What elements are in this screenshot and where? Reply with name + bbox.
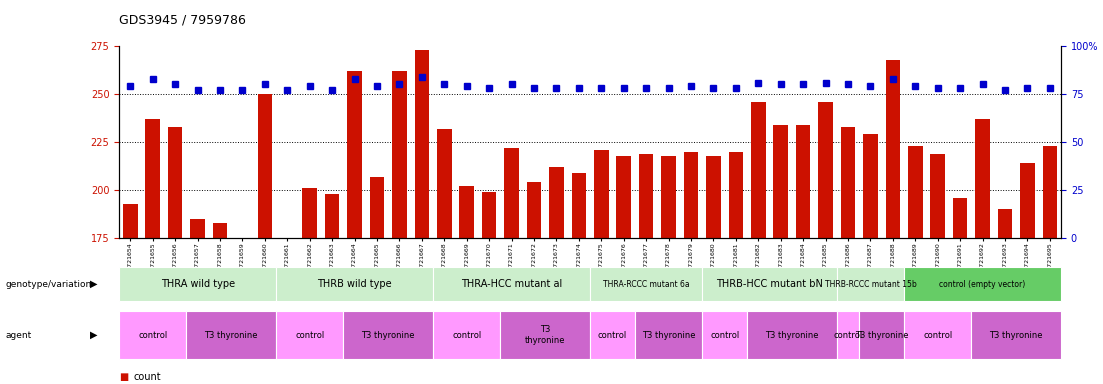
Bar xyxy=(818,102,833,384)
Text: ▶: ▶ xyxy=(90,279,98,289)
Text: THRA wild type: THRA wild type xyxy=(161,279,235,289)
Bar xyxy=(998,209,1013,384)
Bar xyxy=(146,119,160,384)
Text: THRB-RCCC mutant 15b: THRB-RCCC mutant 15b xyxy=(825,280,917,289)
Bar xyxy=(953,198,967,384)
Bar xyxy=(931,154,945,384)
Bar xyxy=(1020,163,1035,384)
Bar xyxy=(393,71,407,384)
Text: THRA-HCC mutant al: THRA-HCC mutant al xyxy=(461,279,563,289)
Bar xyxy=(527,182,542,384)
Bar xyxy=(235,238,249,384)
Bar xyxy=(975,119,989,384)
Text: control (empty vector): control (empty vector) xyxy=(940,280,1026,289)
Bar xyxy=(213,223,227,384)
Text: genotype/variation: genotype/variation xyxy=(6,280,92,289)
Text: agent: agent xyxy=(6,331,32,339)
Text: control: control xyxy=(834,331,863,339)
Text: control: control xyxy=(598,331,628,339)
Bar xyxy=(168,127,182,384)
Bar xyxy=(773,125,788,384)
Bar xyxy=(124,204,138,384)
Bar xyxy=(504,148,518,384)
Bar xyxy=(706,156,720,384)
Text: control: control xyxy=(138,331,168,339)
Bar xyxy=(415,50,429,384)
Bar xyxy=(482,192,496,384)
Text: T3 thyronine: T3 thyronine xyxy=(855,331,909,339)
Text: count: count xyxy=(133,372,161,382)
Bar xyxy=(437,129,451,384)
Text: control: control xyxy=(296,331,324,339)
Bar xyxy=(302,188,317,384)
Bar xyxy=(549,167,564,384)
Text: T3
thyronine: T3 thyronine xyxy=(525,325,566,345)
Text: ■: ■ xyxy=(119,372,128,382)
Bar xyxy=(280,238,295,384)
Bar xyxy=(796,125,811,384)
Text: THRB-HCC mutant bN: THRB-HCC mutant bN xyxy=(716,279,823,289)
Bar xyxy=(191,219,205,384)
Bar xyxy=(864,134,878,384)
Text: T3 thyronine: T3 thyronine xyxy=(765,331,818,339)
Text: control: control xyxy=(710,331,739,339)
Text: T3 thyronine: T3 thyronine xyxy=(204,331,258,339)
Bar xyxy=(639,154,653,384)
Text: control: control xyxy=(923,331,952,339)
Bar xyxy=(347,71,362,384)
Text: THRB wild type: THRB wild type xyxy=(318,279,392,289)
Bar xyxy=(460,186,474,384)
Bar xyxy=(1042,146,1057,384)
Bar xyxy=(729,152,743,384)
Text: THRA-RCCC mutant 6a: THRA-RCCC mutant 6a xyxy=(603,280,689,289)
Text: T3 thyronine: T3 thyronine xyxy=(362,331,415,339)
Bar xyxy=(751,102,765,384)
Text: GDS3945 / 7959786: GDS3945 / 7959786 xyxy=(119,14,246,27)
Bar xyxy=(370,177,384,384)
Bar xyxy=(662,156,676,384)
Bar xyxy=(258,94,272,384)
Bar xyxy=(617,156,631,384)
Text: control: control xyxy=(452,331,481,339)
Bar xyxy=(595,150,609,384)
Bar xyxy=(571,173,586,384)
Text: T3 thyronine: T3 thyronine xyxy=(989,331,1043,339)
Bar xyxy=(840,127,855,384)
Text: T3 thyronine: T3 thyronine xyxy=(642,331,695,339)
Text: ▶: ▶ xyxy=(90,330,98,340)
Bar xyxy=(886,60,900,384)
Bar xyxy=(325,194,340,384)
Bar xyxy=(684,152,698,384)
Bar xyxy=(908,146,922,384)
